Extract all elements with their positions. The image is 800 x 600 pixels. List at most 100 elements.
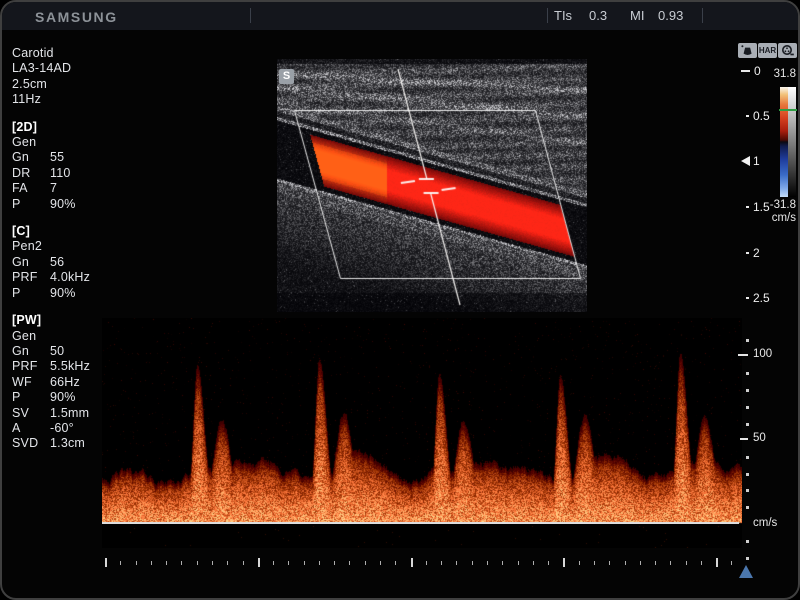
depth-label: 0 (754, 64, 761, 78)
parameter-row: Pen2 (12, 239, 42, 254)
harmonics-button[interactable]: HAR (758, 43, 777, 58)
timeline-minor-tick (487, 561, 488, 565)
timeline-minor-tick (334, 561, 336, 565)
timeline-minor-tick (211, 561, 213, 565)
timeline-minor-tick (150, 561, 152, 565)
depth-tick-mark (746, 205, 749, 209)
section-header-2d: [2D] (12, 119, 38, 134)
pw-minor-tick (746, 489, 749, 492)
colorbar-baseline-marker (779, 109, 797, 111)
exam-info-block: Carotid LA3-14AD 2.5cm 11Hz (12, 46, 90, 108)
depth-tick-15: 1.5 (741, 199, 770, 215)
colorbar-max-value: 31.8 (773, 68, 796, 80)
timeline-minor-tick (380, 561, 382, 565)
timeline-minor-tick (273, 561, 275, 565)
timeline-minor-tick (548, 561, 550, 565)
depth-tick-mark (741, 70, 750, 72)
timeline-minor-tick (227, 561, 229, 565)
colorbar-min-value: -31.8 (769, 199, 796, 211)
timeline-major-tick (105, 558, 107, 567)
section-header-pw: [PW] (12, 313, 42, 328)
timeline-major-tick (257, 558, 260, 567)
depth-label: 1.5 (753, 200, 770, 214)
timeline-minor-tick (166, 561, 168, 565)
exam-info-row: LA3-14AD (12, 61, 72, 76)
parameter-row: WF 66Hz (12, 374, 80, 389)
timeline-minor-tick (700, 561, 702, 565)
timeline-minor-tick (395, 561, 397, 565)
parameter-row: PRF 4.0kHz (12, 270, 91, 285)
timeline-minor-tick (349, 561, 351, 565)
color-velocity-gradient (780, 87, 788, 197)
depth-label: 0.5 (753, 109, 770, 123)
b-mode-image[interactable] (277, 59, 587, 312)
exam-info-row: 11Hz (12, 92, 42, 107)
top-status-bar: SAMSUNG TIs 0.3 MI 0.93 (2, 2, 798, 30)
mode-section-2d: [2D] Gen Gn 55 DR 110 FA 7 (12, 120, 90, 212)
pw-tick-mark (738, 354, 748, 356)
mechanical-index-label: MI (630, 8, 645, 23)
timeline-minor-tick (624, 561, 626, 565)
parameter-row: Gen (12, 135, 37, 150)
timeline-minor-tick (288, 561, 290, 565)
timeline-minor-tick (364, 561, 366, 565)
timeline-minor-tick (181, 561, 183, 565)
depth-tick-2: 2 (741, 245, 760, 261)
pw-scale-50: 50 (753, 432, 766, 444)
depth-label: 2.5 (753, 291, 770, 305)
grayscale-gradient (788, 87, 796, 197)
parameter-row: P 90% (12, 285, 76, 300)
timeline-minor-tick (303, 561, 305, 565)
timeline-minor-tick (441, 561, 443, 565)
parameter-row: Gn 56 (12, 254, 65, 269)
mode-section-color: [C] Pen2 Gn 56 PRF 4.0kHz P (12, 224, 90, 301)
pw-minor-tick (746, 506, 749, 509)
timeline-minor-tick (670, 561, 672, 565)
harmonics-label: HAR (758, 46, 777, 55)
parameter-row: Gn 55 (12, 150, 65, 165)
timeline-minor-tick (655, 561, 657, 565)
timeline-minor-tick (532, 561, 534, 565)
thermal-index-label: TIs (554, 8, 573, 23)
timeline-minor-tick (685, 561, 687, 565)
exam-info-row: 2.5cm (12, 76, 48, 91)
pw-minor-tick (746, 456, 749, 459)
timeline-major-tick (716, 558, 719, 567)
timeline-minor-tick (578, 561, 580, 565)
cine-icon[interactable] (778, 43, 797, 58)
timeline-major-tick (563, 558, 566, 567)
parameter-row: DR 110 (12, 165, 71, 180)
depth-label: 2 (753, 246, 760, 260)
pw-spectrogram[interactable] (102, 318, 742, 548)
parameter-row: A -60° (12, 420, 74, 435)
parameter-row: Gen (12, 328, 37, 343)
color-doppler-bar (780, 87, 796, 197)
pw-minor-tick (746, 473, 749, 476)
parameter-row: FA 7 (12, 181, 58, 196)
image-toolbar: HAR (738, 43, 797, 58)
pw-minor-tick (746, 423, 749, 426)
mode-section-pw: [PW] Gen Gn 50 PRF 5.5kHz W (12, 313, 90, 452)
samsung-logo: SAMSUNG (35, 9, 118, 25)
timeline-minor-tick (639, 561, 641, 565)
timeline-minor-tick (135, 561, 137, 565)
timeline-minor-tick (120, 561, 122, 565)
depth-tick-mark (746, 251, 749, 255)
focus-marker-icon[interactable] (741, 156, 750, 166)
pw-baseline (102, 522, 739, 524)
pw-minor-tick (746, 557, 749, 560)
timeline-minor-tick (425, 561, 427, 565)
depth-tick-05: 0.5 (741, 108, 770, 124)
colorbar-unit: cm/s (771, 212, 796, 224)
pw-minor-tick (746, 540, 749, 543)
depth-tick-mark (746, 114, 749, 118)
topbar-divider (250, 8, 251, 23)
settings-sidebar: Carotid LA3-14AD 2.5cm 11Hz [2D] (12, 46, 90, 452)
parameter-row: P 90% (12, 390, 76, 405)
sweep-position-cursor[interactable] (739, 565, 753, 578)
pw-minor-tick (746, 339, 749, 342)
probe-icon[interactable] (738, 43, 757, 58)
parameter-row: Gn 50 (12, 343, 65, 358)
timeline-minor-tick (471, 561, 473, 565)
